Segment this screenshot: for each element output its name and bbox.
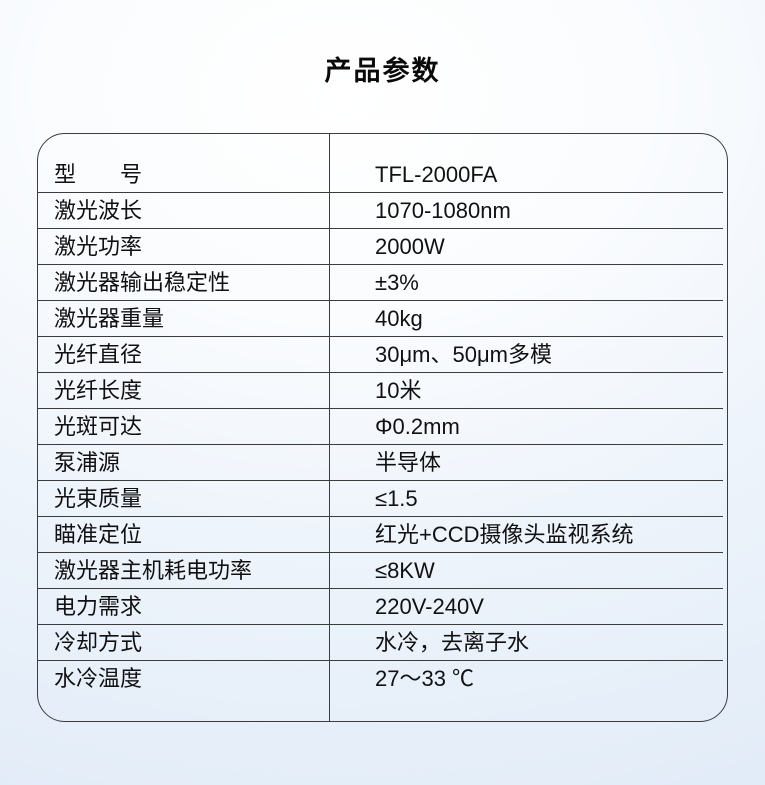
table-row-laser-weight: 激光器重量 40kg	[38, 301, 723, 337]
table-row-model: 型 号 TFL-2000FA	[38, 157, 723, 193]
column-divider	[329, 134, 330, 721]
table-row-electrical-requirement: 电力需求 220V-240V	[38, 589, 723, 625]
param-label: 泵浦源	[54, 450, 121, 475]
param-value: 红光+CCD摄像头监视系统	[375, 522, 634, 547]
param-label: 激光波长	[54, 198, 143, 223]
table-row-power: 激光功率 2000W	[38, 229, 723, 265]
param-value: ≤1.5	[375, 486, 418, 511]
table-row-wavelength: 激光波长 1070-1080nm	[38, 193, 723, 229]
param-label: 电力需求	[54, 594, 143, 619]
param-label: 光纤直径	[54, 342, 143, 367]
param-value: 220V-240V	[375, 594, 484, 619]
param-label: 激光器输出稳定性	[54, 270, 231, 295]
param-label: 光束质量	[54, 486, 143, 511]
param-label: 瞄准定位	[54, 522, 143, 547]
table-row-fiber-diameter: 光纤直径 30μm、50μm多模	[38, 337, 723, 373]
table-row-host-power-consumption: 激光器主机耗电功率 ≤8KW	[38, 553, 723, 589]
param-value: 27～33 ℃	[375, 666, 475, 691]
param-value: TFL-2000FA	[375, 162, 498, 187]
table-row-pump-source: 泵浦源 半导体	[38, 445, 723, 481]
param-value: 10米	[375, 378, 422, 403]
table-row-output-stability: 激光器输出稳定性 ±3%	[38, 265, 723, 301]
param-value: ≤8KW	[375, 558, 435, 583]
param-label: 光纤长度	[54, 378, 143, 403]
spec-table: 型 号 TFL-2000FA 激光波长 1070-1080nm 激光功率 200…	[37, 133, 728, 722]
page-title: 产品参数	[324, 56, 441, 86]
param-value: 1070-1080nm	[375, 198, 511, 223]
param-value: 半导体	[375, 450, 442, 475]
param-label: 冷却方式	[54, 630, 143, 655]
table-row-beam-quality: 光束质量 ≤1.5	[38, 481, 723, 517]
param-label: 激光器重量	[54, 306, 165, 331]
param-value: 2000W	[375, 234, 445, 259]
param-label: 水冷温度	[54, 666, 143, 691]
table-row-cooling-method: 冷却方式 水冷，去离子水	[38, 625, 723, 661]
table-row-spot-size: 光斑可达 Φ0.2mm	[38, 409, 723, 445]
param-value: 水冷，去离子水	[375, 630, 530, 655]
table-row-aiming: 瞄准定位 红光+CCD摄像头监视系统	[38, 517, 723, 553]
table-row-water-cooling-temperature: 水冷温度 27～33 ℃	[38, 661, 723, 696]
param-label: 激光器主机耗电功率	[54, 558, 253, 583]
param-label: 光斑可达	[54, 414, 143, 439]
param-label: 激光功率	[54, 234, 143, 259]
param-value: 40kg	[375, 306, 423, 331]
param-value: Φ0.2mm	[375, 414, 460, 439]
param-label: 型 号	[54, 162, 143, 187]
param-value: ±3%	[375, 270, 419, 295]
table-row-fiber-length: 光纤长度 10米	[38, 373, 723, 409]
param-value: 30μm、50μm多模	[375, 342, 552, 367]
